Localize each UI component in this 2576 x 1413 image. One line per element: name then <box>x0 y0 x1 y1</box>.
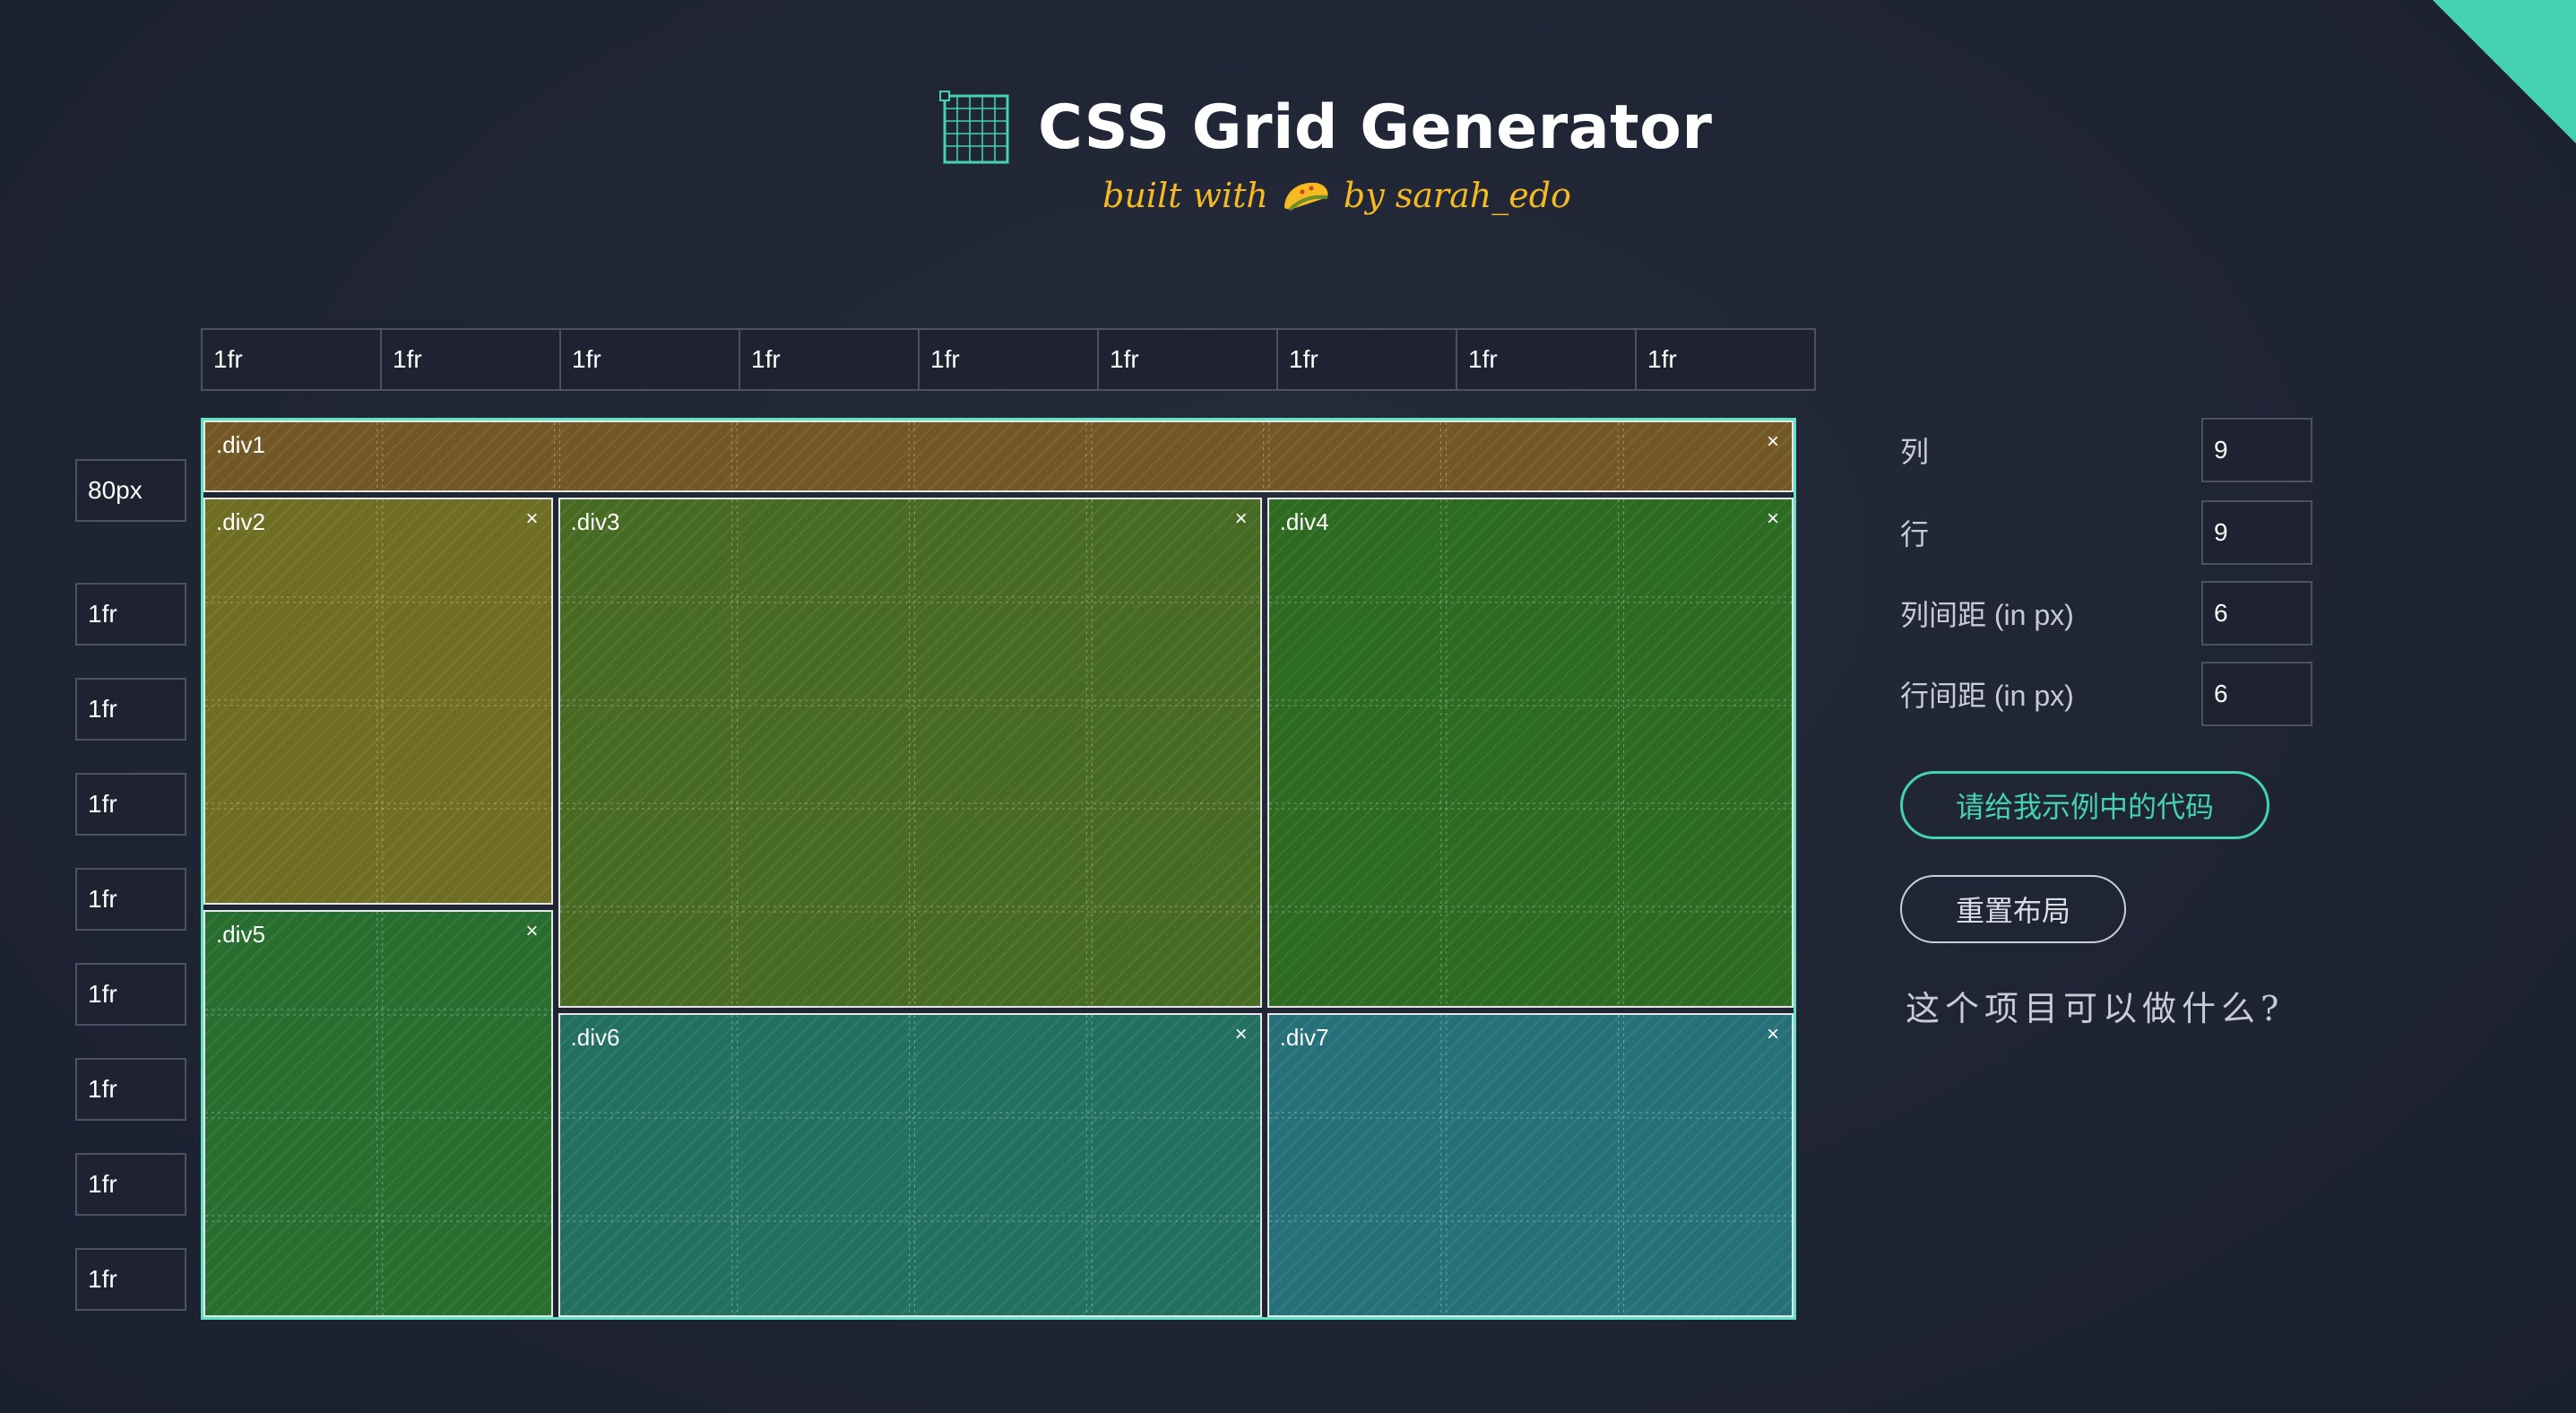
column-track-input[interactable]: 1fr <box>559 328 740 391</box>
grid-item-div5[interactable]: .div5 × <box>203 910 553 1317</box>
row-gap-setting: 行间距 (in px) 6 <box>1900 662 2312 726</box>
subtitle-author[interactable]: by sarah_edo <box>1343 176 1571 215</box>
column-track-input[interactable]: 1fr <box>918 328 1099 391</box>
column-track-input[interactable]: 1fr <box>380 328 561 391</box>
grid-item-div6[interactable]: .div6 × <box>558 1013 1262 1317</box>
cell-guides <box>559 1015 1260 1315</box>
rows-input[interactable]: 9 <box>2201 500 2312 565</box>
row-track-input[interactable]: 1fr <box>75 963 186 1026</box>
row-track-input[interactable]: 1fr <box>75 773 186 836</box>
grid-item-label: .div5 <box>216 921 265 948</box>
grid-item-label: .div1 <box>216 431 265 458</box>
remove-item-button[interactable]: × <box>1766 507 1779 531</box>
rows-label: 行 <box>1900 518 1930 550</box>
grid-item-label: .div4 <box>1279 508 1329 535</box>
cell-guides <box>376 422 1624 490</box>
column-gap-setting: 列间距 (in px) 6 <box>1900 581 2312 646</box>
grid-item-div4[interactable]: .div4 × <box>1266 498 1794 1008</box>
column-track-input[interactable]: 1fr <box>1635 328 1816 391</box>
grid-item-label: .div2 <box>216 508 265 535</box>
grid-area[interactable]: .div1 × .div2 × .div3 × .div4 × .div5 × … <box>201 418 1796 1320</box>
column-track-inputs: 1fr 1fr 1fr 1fr 1fr 1fr 1fr 1fr 1fr <box>201 328 1816 391</box>
row-track-input[interactable]: 1fr <box>75 1153 186 1216</box>
header: CSS Grid Generator <box>939 86 1712 169</box>
grid-item-div1[interactable]: .div1 × <box>203 420 1794 492</box>
column-track-input[interactable]: 1fr <box>739 328 920 391</box>
row-track-input[interactable]: 1fr <box>75 868 186 931</box>
remove-item-button[interactable]: × <box>525 507 539 531</box>
remove-item-button[interactable]: × <box>1766 429 1779 454</box>
row-track-input[interactable]: 1fr <box>75 583 186 646</box>
cell-guides <box>1268 1015 1792 1315</box>
columns-label: 列 <box>1900 436 1930 468</box>
row-track-input[interactable]: 1fr <box>75 1248 186 1311</box>
row-track-input[interactable]: 1fr <box>75 1058 186 1121</box>
show-code-button[interactable]: 请给我示例中的代码 <box>1900 771 2269 839</box>
grid-item-label: .div3 <box>570 508 620 535</box>
column-track-input[interactable]: 1fr <box>1456 328 1637 391</box>
faq-link[interactable]: 这个项目可以做什么? <box>1906 989 2285 1028</box>
columns-input[interactable]: 9 <box>2201 418 2312 482</box>
reset-layout-button[interactable]: 重置布局 <box>1900 875 2126 943</box>
subtitle-prefix: built with <box>1102 176 1268 215</box>
remove-item-button[interactable]: × <box>525 919 539 943</box>
columns-setting: 列 9 <box>1900 418 2312 482</box>
subtitle: built with by sarah_edo <box>1102 176 1571 215</box>
row-track-input[interactable]: 80px <box>75 459 186 522</box>
grid-item-label: .div7 <box>1279 1024 1329 1051</box>
column-gap-input[interactable]: 6 <box>2201 581 2312 646</box>
row-gap-label: 行间距 (in px) <box>1900 680 2074 712</box>
cell-guides <box>205 912 551 1315</box>
column-track-input[interactable]: 1fr <box>201 328 382 391</box>
grid-item-label: .div6 <box>570 1024 620 1051</box>
grid-item-div7[interactable]: .div7 × <box>1266 1013 1794 1317</box>
column-gap-label: 列间距 (in px) <box>1900 599 2074 631</box>
page-title: CSS Grid Generator <box>1038 91 1713 163</box>
taco-icon <box>1284 182 1328 212</box>
cell-guides <box>205 499 551 903</box>
github-corner[interactable] <box>2433 0 2576 218</box>
row-gap-input[interactable]: 6 <box>2201 662 2312 726</box>
grid-item-div3[interactable]: .div3 × <box>558 498 1262 1008</box>
column-track-input[interactable]: 1fr <box>1097 328 1278 391</box>
remove-item-button[interactable]: × <box>1766 1022 1779 1046</box>
remove-item-button[interactable]: × <box>1234 507 1248 531</box>
rows-setting: 行 9 <box>1900 500 2312 565</box>
grid-item-div2[interactable]: .div2 × <box>203 498 553 905</box>
cell-guides <box>559 499 1260 1006</box>
cell-guides <box>1268 499 1792 1006</box>
grid-logo-icon <box>939 91 1009 164</box>
remove-item-button[interactable]: × <box>1234 1022 1248 1046</box>
github-cat-icon <box>2513 167 2564 218</box>
row-track-input[interactable]: 1fr <box>75 678 186 741</box>
column-track-input[interactable]: 1fr <box>1276 328 1457 391</box>
